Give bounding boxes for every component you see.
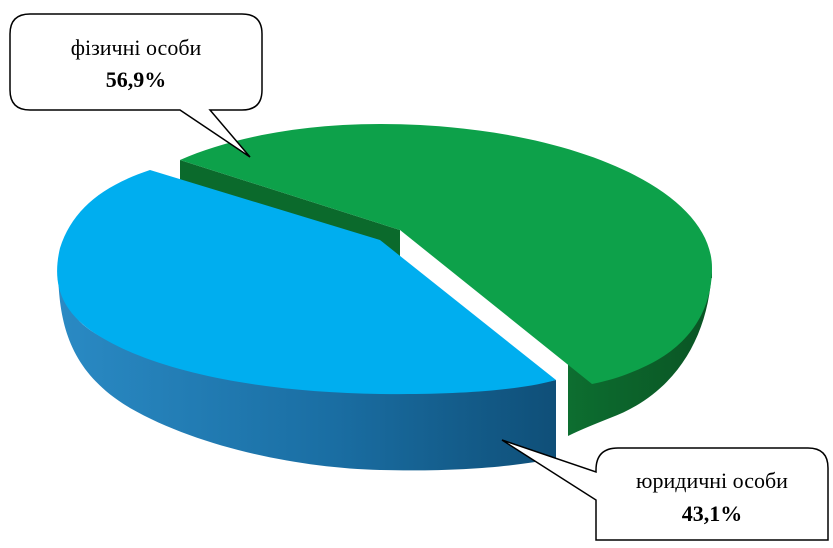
callout-fizychni-box	[9, 13, 263, 158]
callout-yurydychni-value: 43,1%	[682, 501, 743, 526]
slice-fizychni-top	[180, 124, 712, 384]
callout-yurydychni-box	[501, 439, 829, 541]
callout-fizychni-osoby: фізичні особи 56,9%	[9, 13, 263, 158]
callout-fizychni-value: 56,9%	[106, 67, 167, 92]
slice-yurydychni-osoby	[57, 170, 557, 471]
slice-yurydychni-side	[58, 262, 556, 471]
callout-yurydychni-label: юридичні особи	[636, 468, 788, 493]
callout-fizychni-label: фізичні особи	[71, 35, 202, 60]
callout-yurydychni-osoby: юридичні особи 43,1%	[501, 439, 829, 541]
slice-yurydychni-top	[57, 170, 557, 395]
